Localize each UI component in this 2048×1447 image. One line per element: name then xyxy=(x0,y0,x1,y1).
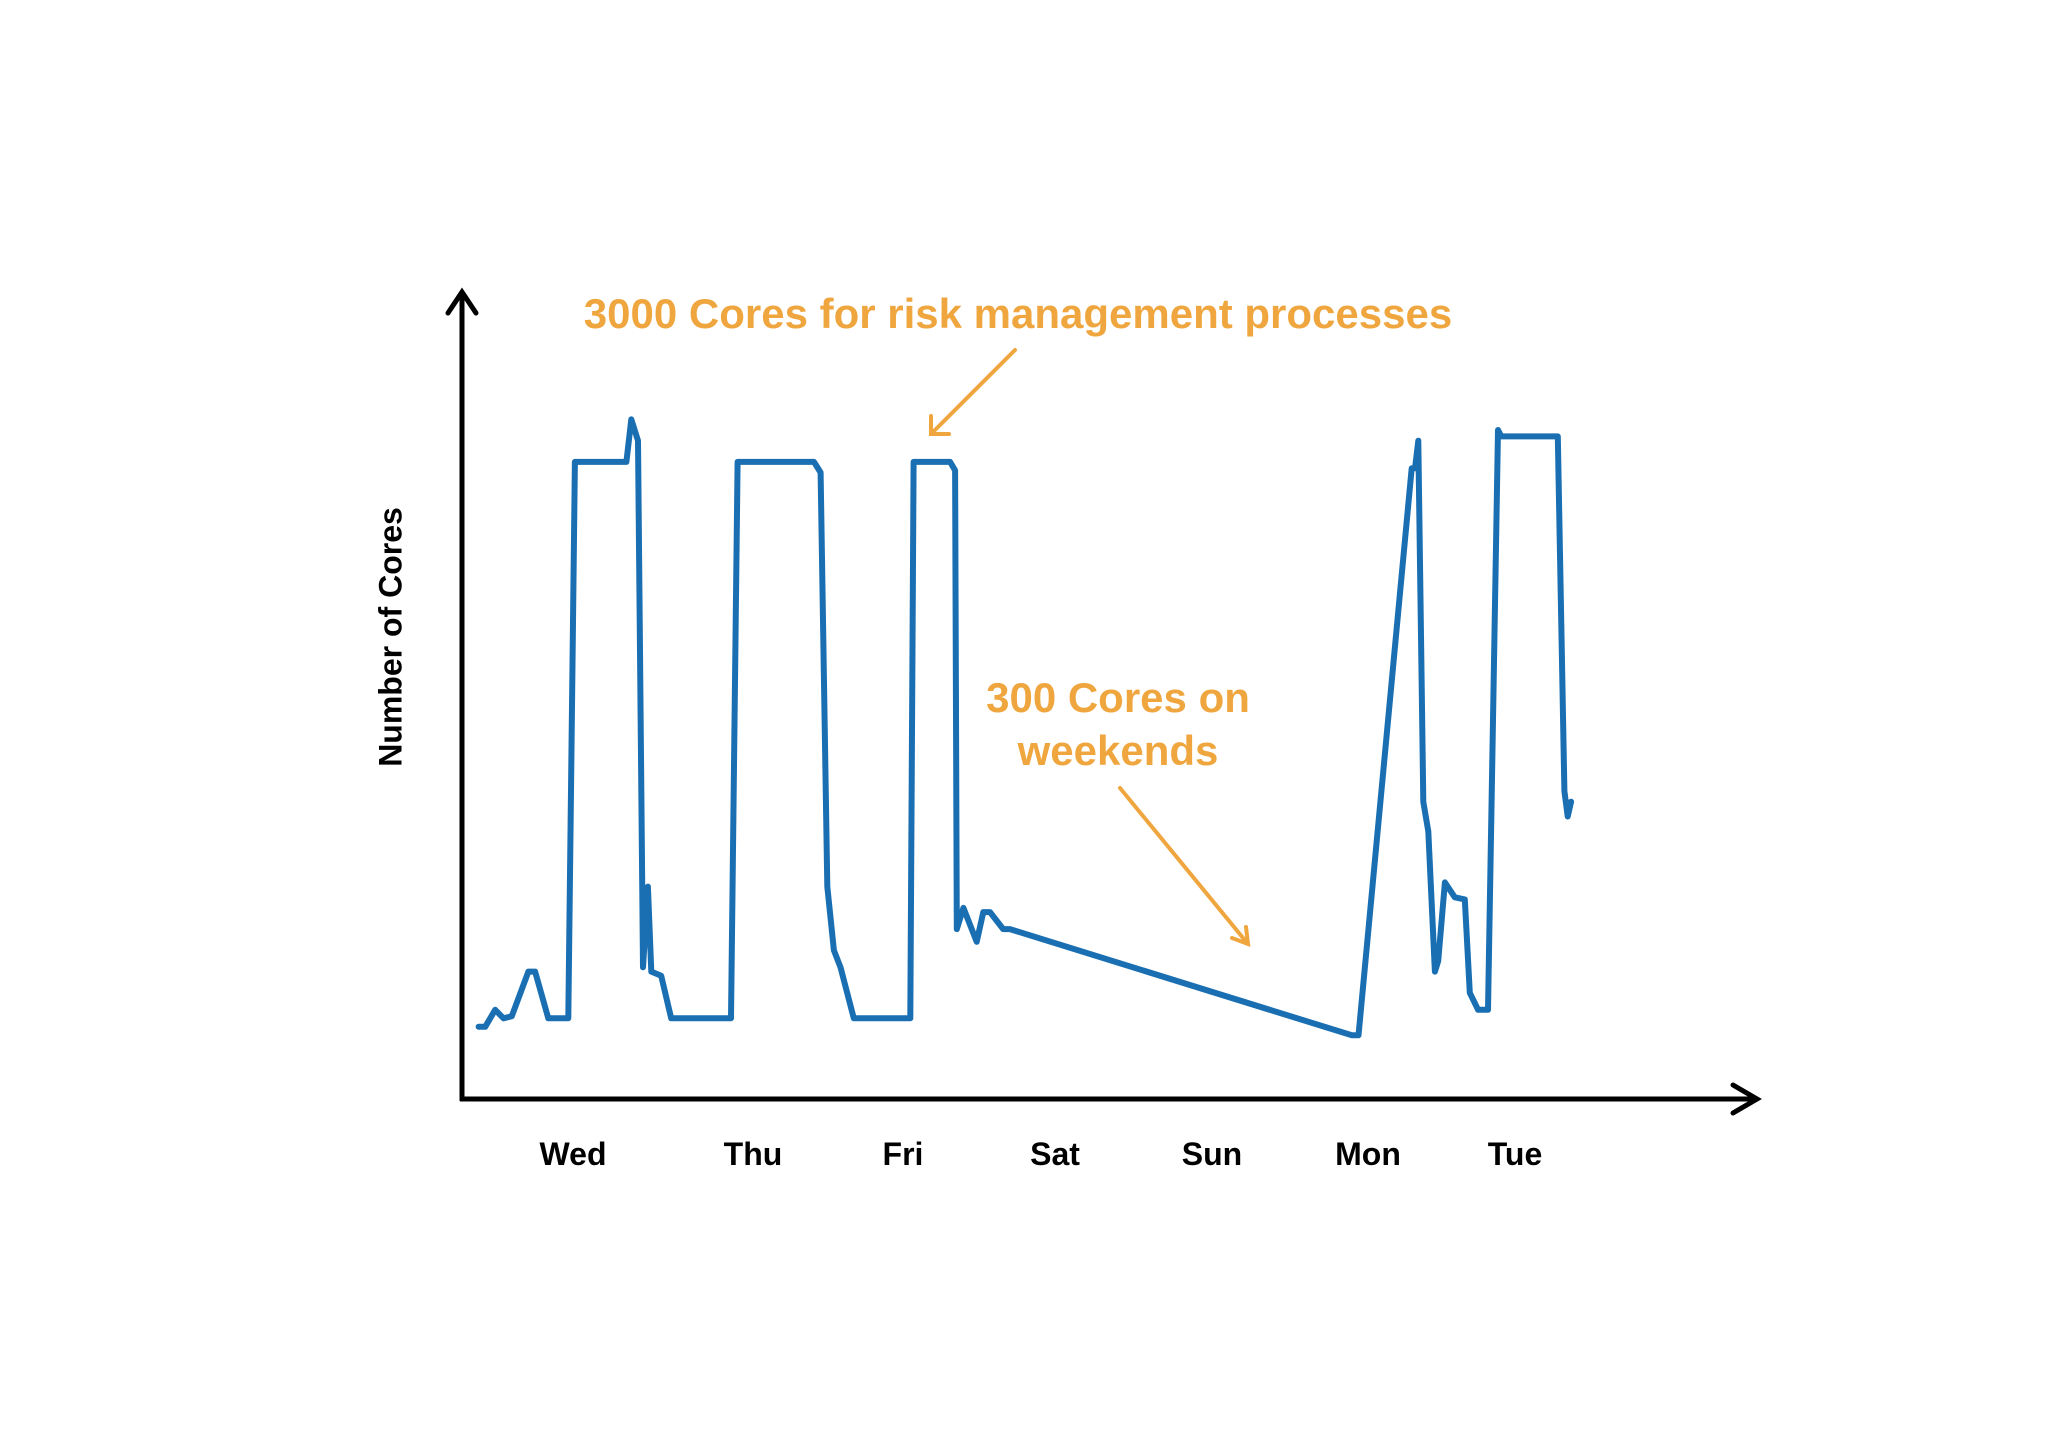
y-axis-arrowhead xyxy=(445,287,479,316)
series-line-cores xyxy=(475,416,1575,1039)
x-tick-labels: Wed Thu Fri Sat Sun Mon Tue xyxy=(540,1136,1543,1172)
x-tick-label-thu: Thu xyxy=(724,1136,783,1172)
annotation-weekend-text-line1: 300 Cores on xyxy=(986,674,1250,721)
x-tick-label-tue: Tue xyxy=(1488,1136,1543,1172)
annotation-peak-arrow xyxy=(929,348,1017,436)
annotation-weekend-text-line2: weekends xyxy=(1017,727,1219,774)
x-tick-label-sat: Sat xyxy=(1030,1136,1080,1172)
x-tick-label-fri: Fri xyxy=(883,1136,924,1172)
x-tick-label-mon: Mon xyxy=(1335,1136,1401,1172)
annotation-weekend-arrow xyxy=(1118,786,1251,948)
annotation-peak-text: 3000 Cores for risk management processes xyxy=(584,290,1452,337)
x-tick-label-wed: Wed xyxy=(540,1136,607,1172)
x-tick-label-sun: Sun xyxy=(1182,1136,1242,1172)
x-axis-arrowhead xyxy=(1730,1082,1762,1116)
y-axis-label: Number of Cores xyxy=(372,507,408,767)
